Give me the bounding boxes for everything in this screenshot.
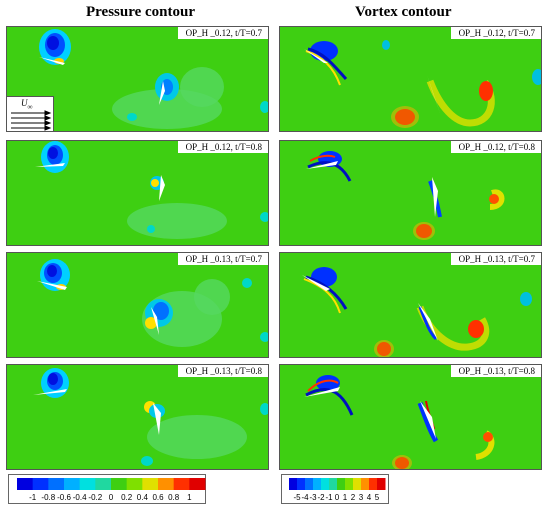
vortex-panel-4: OP_H _0.13, t/T=0.8 [279, 364, 542, 470]
vortex-colorbar-swatch [369, 478, 378, 490]
pressure-colorbar-tick-label: -0.8 [41, 493, 56, 502]
pressure-colorbar-swatch [189, 478, 206, 490]
vortex-panel-2: OP_H _0.12, t/T=0.8 [279, 140, 542, 246]
vortex-column-title: Vortex contour [355, 4, 452, 20]
pressure-field-2 [35, 141, 268, 239]
panel-label-7: OP_H _0.13, t/T=0.8 [177, 365, 268, 377]
vortex-field-4 [304, 375, 495, 469]
vortex-colorbar-swatches [289, 478, 386, 490]
pressure-colorbar-tick-label: -0.6 [57, 493, 71, 502]
panel-label-5: OP_H _0.13, t/T=0.7 [177, 253, 268, 265]
pressure-colorbar-swatch [95, 478, 112, 490]
pressure-field-4 [33, 368, 268, 466]
vortex-colorbar-swatch [377, 478, 386, 490]
pressure-panel-2: OP_H _0.12, t/T=0.8 [6, 140, 269, 246]
vortex-colorbar-tick-label: -2 [317, 493, 325, 502]
pressure-panel-3: OP_H _0.13, t/T=0.7 [6, 252, 269, 358]
vortex-panel-3: OP_H _0.13, t/T=0.7 [279, 252, 542, 358]
vortex-colorbar-tick-label: 2 [350, 493, 356, 502]
vortex-colorbar-tick-label: -3 [309, 493, 317, 502]
panel-label-2: OP_H _0.12, t/T=0.7 [450, 27, 541, 39]
pressure-colorbar-swatch [64, 478, 81, 490]
vortex-colorbar-tick-label: -5 [293, 493, 301, 502]
pressure-colorbar-swatch [126, 478, 143, 490]
vortex-colorbar-swatch [313, 478, 322, 490]
pressure-colorbar: -1 -0.8 -0.6 -0.4 -0.2 0 0.2 0.4 0.6 0.8 1 [8, 474, 206, 504]
pressure-colorbar-swatch [79, 478, 96, 490]
panel-label-6: OP_H _0.13, t/T=0.7 [450, 253, 541, 265]
pressure-colorbar-tick-label: 0.8 [168, 493, 180, 502]
vortex-colorbar-swatch [289, 478, 298, 490]
vortex-colorbar-swatch [353, 478, 362, 490]
vortex-colorbar-tick-label: 1 [342, 493, 348, 502]
vortex-colorbar-swatch [345, 478, 354, 490]
vortex-colorbar-tick-label: -1 [325, 493, 333, 502]
pressure-colorbar-tick-label: 1 [187, 493, 192, 502]
pressure-colorbar-swatch [142, 478, 159, 490]
pressure-colorbar-tick-label: 0.4 [136, 493, 148, 502]
vortex-field-3 [302, 267, 532, 357]
pressure-colorbar-tick-label: -1 [29, 493, 37, 502]
pressure-colorbar-tick-label: 0.6 [152, 493, 164, 502]
vortex-colorbar-swatch [361, 478, 370, 490]
pressure-colorbar-tick-label: -0.4 [72, 493, 87, 502]
pressure-colorbar-swatches [17, 478, 206, 490]
vortex-colorbar-swatch [329, 478, 338, 490]
pressure-colorbar-tick-label: -0.2 [88, 493, 103, 502]
vortex-colorbar-tick-label: 5 [374, 493, 380, 502]
vortex-colorbar-tick-label: 4 [366, 493, 372, 502]
pressure-colorbar-swatch [111, 478, 128, 490]
inflow-arrows-icon [11, 110, 52, 131]
pressure-panel-1: OP_H _0.12, t/T=0.7 [6, 26, 269, 132]
vortex-colorbar-tick-label: 3 [358, 493, 364, 502]
vortex-panel-1: OP_H _0.12, t/T=0.7 [279, 26, 542, 132]
vortex-field-1 [304, 40, 541, 128]
panel-label-3: OP_H _0.12, t/T=0.8 [177, 141, 268, 153]
pressure-colorbar-swatch [158, 478, 175, 490]
vortex-colorbar: -5 -4 -3 -2 -1 0 1 2 3 4 5 [281, 474, 389, 504]
pressure-column-title: Pressure contour [86, 4, 196, 20]
panel-label-4: OP_H _0.12, t/T=0.8 [450, 141, 541, 153]
vortex-colorbar-swatch [321, 478, 330, 490]
inflow-symbol: U∞ [21, 98, 33, 111]
vortex-colorbar-swatch [297, 478, 306, 490]
pressure-colorbar-tick-label: 0.2 [121, 493, 133, 502]
pressure-colorbar-swatch [32, 478, 49, 490]
inflow-legend: U∞ [6, 96, 54, 132]
panel-label-8: OP_H _0.13, t/T=0.8 [450, 365, 541, 377]
vortex-colorbar-tick-label: 0 [334, 493, 340, 502]
vortex-colorbar-swatch [305, 478, 314, 490]
pressure-colorbar-swatch [48, 478, 65, 490]
vortex-colorbar-tick-label: -4 [301, 493, 309, 502]
panel-label-1: OP_H _0.12, t/T=0.7 [177, 27, 268, 39]
pressure-field-3 [37, 259, 268, 347]
vortex-field-2 [306, 151, 505, 240]
vortex-colorbar-swatch [337, 478, 346, 490]
pressure-colorbar-swatch [17, 478, 34, 490]
pressure-panel-4: OP_H _0.13, t/T=0.8 [6, 364, 269, 470]
pressure-field-1 [39, 29, 268, 129]
pressure-colorbar-swatch [173, 478, 190, 490]
pressure-colorbar-tick-label: 0 [108, 493, 114, 502]
